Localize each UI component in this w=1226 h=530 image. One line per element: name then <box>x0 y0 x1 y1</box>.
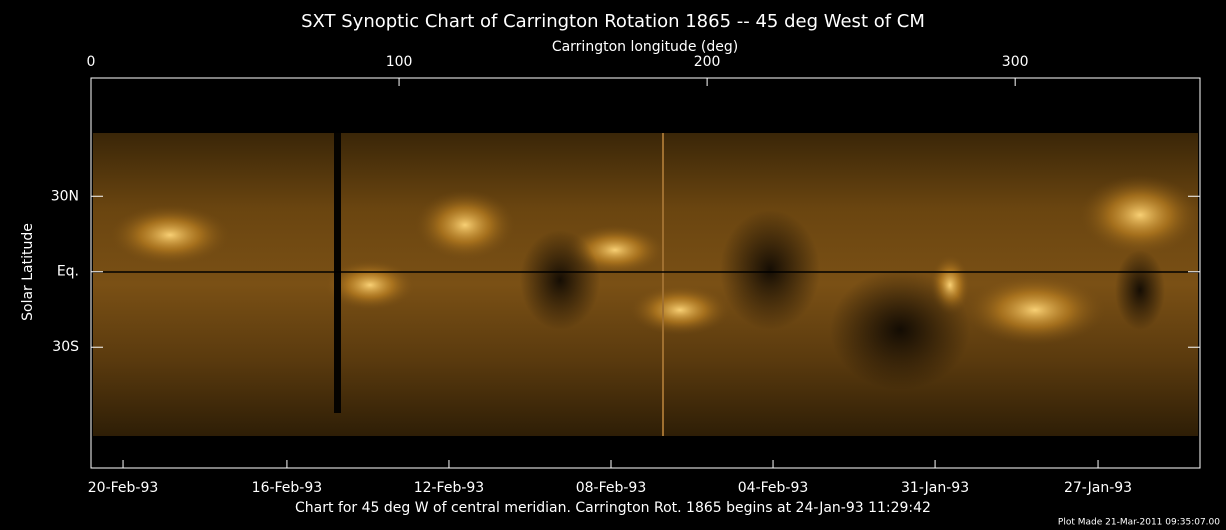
synoptic-image <box>93 133 1200 436</box>
x2-tick-label: 12-Feb-93 <box>414 480 485 496</box>
x-tick-label: 300 <box>1002 54 1029 70</box>
x2-tick-label: 08-Feb-93 <box>576 480 647 496</box>
x2-tick-label: 31-Jan-93 <box>901 480 969 496</box>
x2-tick-label: 27-Jan-93 <box>1064 480 1132 496</box>
x-tick-label: 0 <box>87 54 96 70</box>
y-tick-label: 30N <box>51 188 79 204</box>
x2-tick-label: 04-Feb-93 <box>738 480 809 496</box>
plot-frame <box>90 77 1201 469</box>
y-axis-label: Solar Latitude <box>20 223 36 321</box>
x2-tick-label: 16-Feb-93 <box>252 480 323 496</box>
plot-note: Plot Made 21-Mar-2011 09:35:07.00 <box>1058 518 1220 528</box>
x-tick-label: 200 <box>694 54 721 70</box>
caption: Chart for 45 deg W of central meridian. … <box>295 500 931 516</box>
x-axis-label: Carrington longitude (deg) <box>552 39 738 55</box>
y-tick-label: Eq. <box>57 264 79 280</box>
x2-tick-label: 20-Feb-93 <box>88 480 159 496</box>
x-tick-label: 100 <box>386 54 413 70</box>
y-tick-label: 30S <box>52 339 79 355</box>
chart-title: SXT Synoptic Chart of Carrington Rotatio… <box>301 11 925 32</box>
